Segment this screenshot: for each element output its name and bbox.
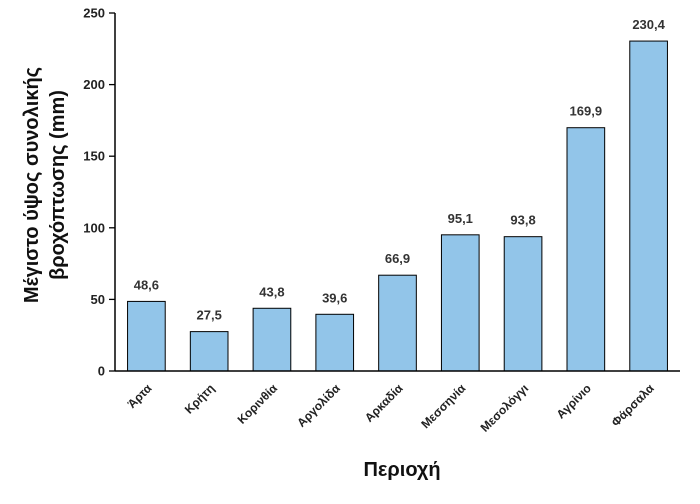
bars [127, 40, 668, 372]
bar [503, 236, 543, 372]
x-axis-title: Περιοχή [363, 459, 440, 481]
data-label: 66,9 [385, 251, 410, 266]
y-tick-label: 200 [83, 77, 105, 92]
data-labels: 48,6 27,5 43,8 39,6 66,9 95,1 93,8 169,9 230,4 [134, 17, 666, 323]
category-label: Κρήτη [182, 381, 217, 416]
category-label: Άρτα [125, 381, 155, 411]
axes [114, 13, 680, 372]
y-tick-label: 0 [98, 364, 105, 379]
category-labels: Άρτα Κρήτη Κορινθία Αργολίδα Αρκαδία Μεσσηνία… [125, 381, 657, 435]
y-tick-label: 150 [83, 149, 105, 164]
data-label: 27,5 [197, 308, 222, 323]
bar [566, 127, 606, 372]
category-label: Φάρσαλα [609, 381, 658, 430]
data-label: 93,8 [510, 213, 535, 228]
category-label: Αγρίνιο [554, 381, 594, 421]
data-label: 39,6 [322, 290, 347, 305]
y-tick-label: 100 [83, 220, 105, 235]
bar [189, 331, 229, 372]
data-label: 43,8 [259, 284, 284, 299]
category-label: Μεσσηνία [418, 381, 469, 432]
y-tick-label: 250 [83, 6, 105, 21]
data-label: 169,9 [570, 104, 603, 119]
category-label: Κορινθία [235, 381, 281, 427]
bar [629, 40, 668, 372]
category-label: Αργολίδα [294, 381, 343, 430]
y-axis-title: Μέγιστο ύψος συνολικής βροχόπτωσης (mm) [21, 67, 69, 303]
y-axis-title-line-2: βροχόπτωσης (mm) [47, 90, 69, 280]
y-axis-ticks: 0 50 100 150 200 250 [83, 6, 115, 379]
data-label: 48,6 [134, 277, 159, 292]
bar [315, 313, 355, 372]
y-axis-title-line-1: Μέγιστο ύψος συνολικής [21, 67, 43, 303]
y-tick-label: 50 [91, 292, 105, 307]
data-label: 230,4 [632, 17, 665, 32]
category-label: Αρκαδία [362, 381, 406, 425]
data-label: 95,1 [448, 211, 473, 226]
bar [127, 300, 166, 372]
bar [252, 307, 292, 372]
bar [440, 234, 480, 372]
bar [378, 274, 417, 372]
category-label: Μεσολόγγι [478, 381, 532, 435]
